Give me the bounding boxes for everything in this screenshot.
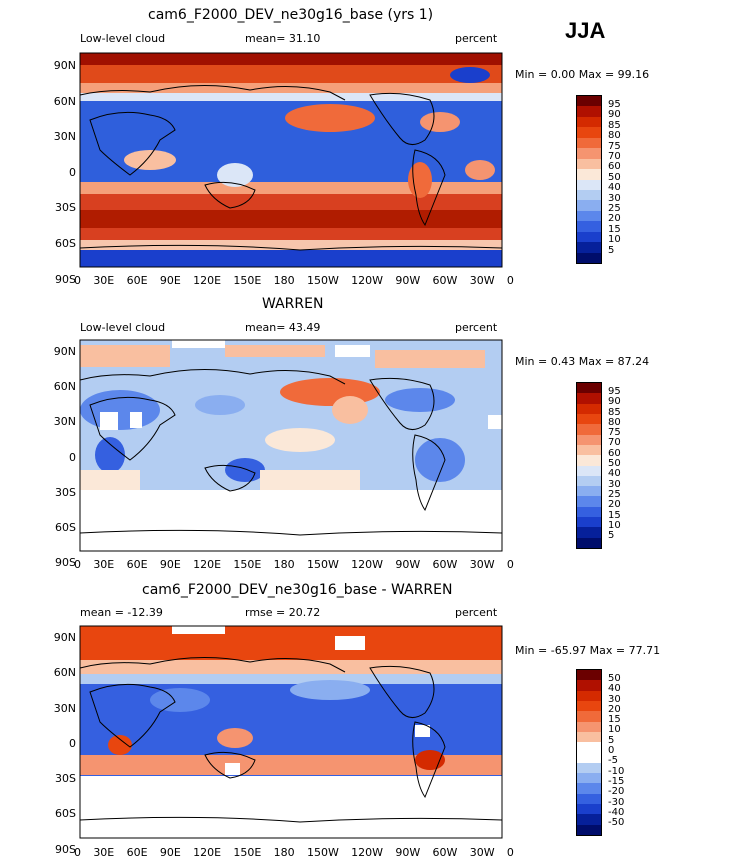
panel1-center-label: mean= 31.10 (245, 32, 321, 45)
panel1-frame (79, 52, 503, 268)
panel1-title: cam6_F2000_DEV_ne30g16_base (yrs 1) (148, 7, 434, 23)
panel3-lat-labels: 90N 60N 30N 0 30S 60S 90S (53, 631, 76, 856)
panel3-colorbar-labels: 50 40 30 20 15 10 5 0 -5 -10 -15 -20 -30 -40 -50 (608, 673, 625, 829)
panel1-colorbar (576, 95, 602, 264)
panel2-minmax: Min = 0.43 Max = 87.24 (515, 355, 650, 368)
panel1-coastlines (79, 84, 503, 251)
panel3-colorbar (576, 669, 602, 836)
panel2-left-label: Low-level cloud (80, 321, 166, 334)
panel1-right-label: percent (455, 32, 498, 45)
panel3-frame (79, 625, 503, 839)
panel2-lon-labels: 0 30E 60E 90E 120E 150E 180 150W 120W 90W 60W 30W… (74, 558, 514, 571)
panel3-title: cam6_F2000_DEV_ne30g16_base - WARREN (142, 582, 453, 598)
panel1-minmax: Min = 0.00 Max = 99.16 (515, 68, 650, 81)
season-label: JJA (565, 18, 606, 43)
panel2-colorbar-labels: 95 90 85 80 75 70 60 50 40 30 25 20 15 10 5 (608, 386, 621, 542)
panel2-lat-labels: 90N 60N 30N 0 30S 60S 90S (53, 345, 76, 570)
panel3-left-label: mean = -12.39 (80, 606, 163, 619)
panel3-coastlines (79, 656, 503, 823)
panel2-coastlines (79, 368, 503, 536)
panel2-colorbar (576, 382, 602, 549)
panel2-map-field (80, 340, 502, 551)
panel1-lat-labels: 90N 60N 30N 0 30S 60S 90S (53, 59, 76, 286)
panel3-right-label: percent (455, 606, 498, 619)
panel3-lon-labels: 0 30E 60E 90E 120E 150E 180 150W 120W 90W 60W 30W… (74, 846, 514, 859)
panel3-minmax: Min = -65.97 Max = 77.71 (515, 644, 661, 657)
panel1-left-label: Low-level cloud (80, 32, 166, 45)
panel3-center-label: rmse = 20.72 (245, 606, 321, 619)
panel2-frame (79, 339, 503, 552)
panel2-right-label: percent (455, 321, 498, 334)
panel3-map-field (80, 626, 502, 838)
panel1-map-field (80, 53, 502, 267)
panel1-colorbar-labels: 95 90 85 80 75 70 60 50 40 30 25 20 15 10 5 (608, 99, 621, 256)
panel2-center-label: mean= 43.49 (245, 321, 321, 334)
panel2-title: WARREN (262, 296, 324, 312)
panel1-lon-labels: 0 30E 60E 90E 120E 150E 180 150W 120W 90W 60W 30W… (74, 274, 514, 287)
